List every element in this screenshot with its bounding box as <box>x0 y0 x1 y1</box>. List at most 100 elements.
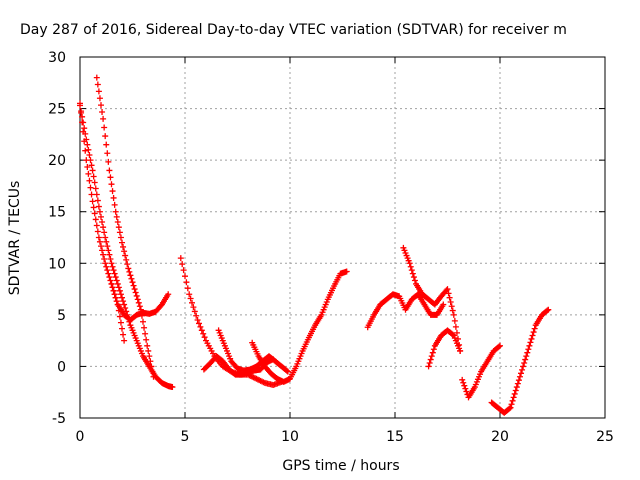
chart-title: Day 287 of 2016, Sidereal Day-to-day VTE… <box>20 22 567 38</box>
data-point <box>98 243 104 250</box>
data-point <box>457 347 464 354</box>
data-point <box>509 397 516 404</box>
data-point <box>531 325 538 332</box>
data-point <box>525 346 532 353</box>
x-axis-label: GPS time / hours <box>282 458 399 474</box>
data-point <box>121 301 128 308</box>
x-tick-label: 0 <box>76 429 85 445</box>
data-point <box>79 113 86 120</box>
data-point <box>82 130 89 137</box>
data-point <box>111 270 118 277</box>
data-point <box>101 229 108 236</box>
data-point <box>91 179 98 186</box>
data-point <box>191 308 198 315</box>
data-point <box>133 292 140 299</box>
data-point <box>99 247 106 254</box>
data-point <box>451 317 458 324</box>
data-point <box>96 208 103 215</box>
data-point <box>149 368 156 375</box>
data-point <box>430 346 437 353</box>
data-point <box>93 74 100 81</box>
data-point <box>506 405 513 412</box>
data-point <box>106 274 113 281</box>
data-point <box>90 173 97 180</box>
series-track <box>364 291 447 331</box>
data-point <box>124 261 131 268</box>
data-point <box>94 81 101 88</box>
y-tick-label: 10 <box>48 256 66 272</box>
data-point <box>184 285 191 292</box>
data-point <box>99 109 106 116</box>
data-point <box>100 224 107 231</box>
data-point <box>113 213 120 220</box>
data-point <box>406 260 413 267</box>
data-point <box>462 385 469 392</box>
data-point <box>201 334 208 341</box>
data-point <box>114 219 121 226</box>
data-point <box>102 234 109 241</box>
series-track <box>108 280 172 324</box>
data-point <box>526 342 533 349</box>
data-point <box>89 167 96 174</box>
data-point <box>111 201 118 208</box>
data-point <box>408 267 415 274</box>
data-point <box>102 260 109 267</box>
data-point <box>446 294 453 301</box>
data-point <box>429 349 436 356</box>
data-point <box>144 342 151 349</box>
data-point <box>180 267 187 274</box>
data-point <box>513 384 520 391</box>
data-point <box>169 384 176 391</box>
data-point <box>146 353 153 360</box>
data-point <box>125 265 132 272</box>
data-point <box>95 234 102 241</box>
data-point <box>445 290 452 297</box>
data-point <box>96 95 103 102</box>
data-point <box>521 359 528 366</box>
data-point <box>410 274 417 281</box>
series-track <box>249 268 350 385</box>
data-point <box>108 181 115 188</box>
data-point <box>190 304 197 311</box>
data-point <box>127 272 134 279</box>
data-point <box>95 203 102 210</box>
data-point <box>520 363 527 370</box>
x-tick-label: 20 <box>491 429 509 445</box>
data-point <box>122 304 129 311</box>
data-point <box>126 268 133 275</box>
data-point <box>94 228 101 235</box>
data-point <box>147 358 154 365</box>
data-point <box>112 294 119 301</box>
data-point <box>85 170 92 177</box>
x-tick-label: 10 <box>281 429 299 445</box>
data-point <box>106 251 113 258</box>
data-point <box>179 261 186 268</box>
data-points <box>77 74 552 416</box>
y-tick-label: 20 <box>48 153 66 169</box>
data-point <box>107 255 114 262</box>
data-point <box>85 146 92 153</box>
data-point <box>107 174 114 181</box>
data-point <box>165 291 172 298</box>
y-tick-label: 5 <box>57 308 66 324</box>
data-point <box>150 373 157 380</box>
data-point <box>111 291 118 298</box>
data-point <box>450 311 457 318</box>
data-point <box>80 119 87 126</box>
data-point <box>183 279 190 286</box>
data-point <box>123 256 130 263</box>
data-point <box>453 329 460 336</box>
data-point <box>112 208 119 215</box>
data-point <box>497 342 503 349</box>
data-point <box>121 248 128 255</box>
data-point <box>530 329 537 336</box>
data-point <box>510 394 517 401</box>
data-point <box>198 327 205 334</box>
data-point <box>115 284 122 291</box>
data-point <box>113 298 120 305</box>
data-point <box>518 370 524 377</box>
data-point <box>132 289 139 296</box>
data-point <box>460 379 467 386</box>
